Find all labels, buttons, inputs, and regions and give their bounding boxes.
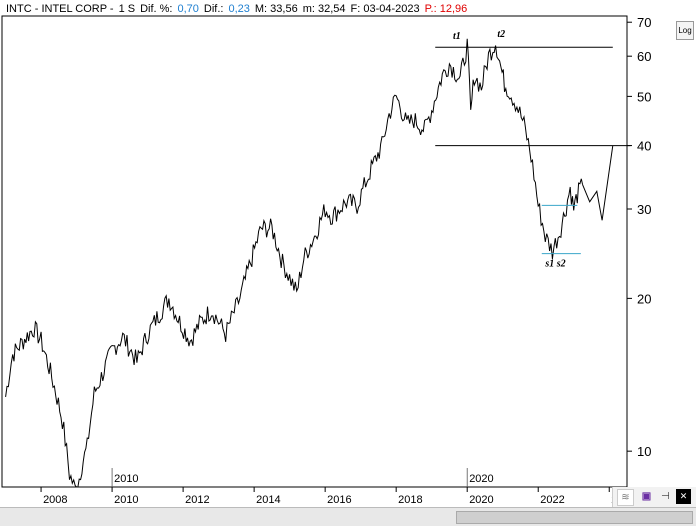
date-label: F: 03-04-2023	[350, 3, 420, 15]
save-icon[interactable]: ▣	[641, 491, 652, 502]
x-tick-label: 2008	[43, 494, 67, 506]
y-tick-label: 70	[637, 15, 651, 30]
dif-value: 0,23	[228, 3, 250, 15]
chart-header: INTC - INTEL CORP - 1 S Dif. %: 0,70 Dif.: 0,…	[6, 3, 472, 15]
close-icon[interactable]: ✕	[676, 489, 691, 504]
x-tick-label: 2022	[540, 494, 564, 506]
pin-icon[interactable]: ⊣	[661, 491, 670, 502]
year-label: 2020	[469, 473, 493, 485]
x-tick-label: 2014	[256, 494, 280, 506]
price-series-line	[5, 38, 584, 488]
x-tick-label: 2010	[114, 494, 138, 506]
log-scale-button[interactable]: Log	[676, 21, 694, 40]
horizontal-scrollbar[interactable]	[0, 507, 696, 526]
y-tick-label: 60	[637, 49, 651, 64]
max-label: M: 33,56	[254, 3, 298, 15]
projection-line	[582, 145, 614, 221]
symbol-label: INTC - INTEL CORP -	[6, 3, 114, 15]
x-tick-label: 2016	[327, 494, 351, 506]
min-label: m: 32,54	[302, 3, 346, 15]
t1-label: t1	[453, 31, 461, 42]
zoom-icon[interactable]: ≋	[617, 489, 634, 506]
s1s2-label: s1 s2	[544, 259, 565, 270]
dif-pct-label: Dif. %:	[140, 3, 173, 15]
t2-label: t2	[497, 29, 505, 40]
chart-toolbar: ≋ ▣ ⊣ ✕	[612, 487, 696, 507]
y-tick-label: 20	[637, 291, 651, 306]
price-label: P.: 12,96	[424, 3, 468, 15]
y-tick-label: 50	[637, 89, 651, 104]
scrollbar-thumb[interactable]	[456, 511, 693, 524]
y-tick-label: 30	[637, 202, 651, 217]
x-tick-label: 2018	[398, 494, 422, 506]
y-tick-label: 10	[637, 444, 651, 459]
y-tick-label: 40	[637, 139, 651, 154]
plot-frame	[1, 15, 628, 488]
timeframe-label: 1 S	[118, 3, 136, 15]
dif-pct-value: 0,70	[177, 3, 199, 15]
x-tick-label: 2012	[185, 494, 209, 506]
year-label: 2010	[114, 473, 138, 485]
dif-label: Dif.:	[203, 3, 224, 15]
x-tick-label: 2020	[469, 494, 493, 506]
